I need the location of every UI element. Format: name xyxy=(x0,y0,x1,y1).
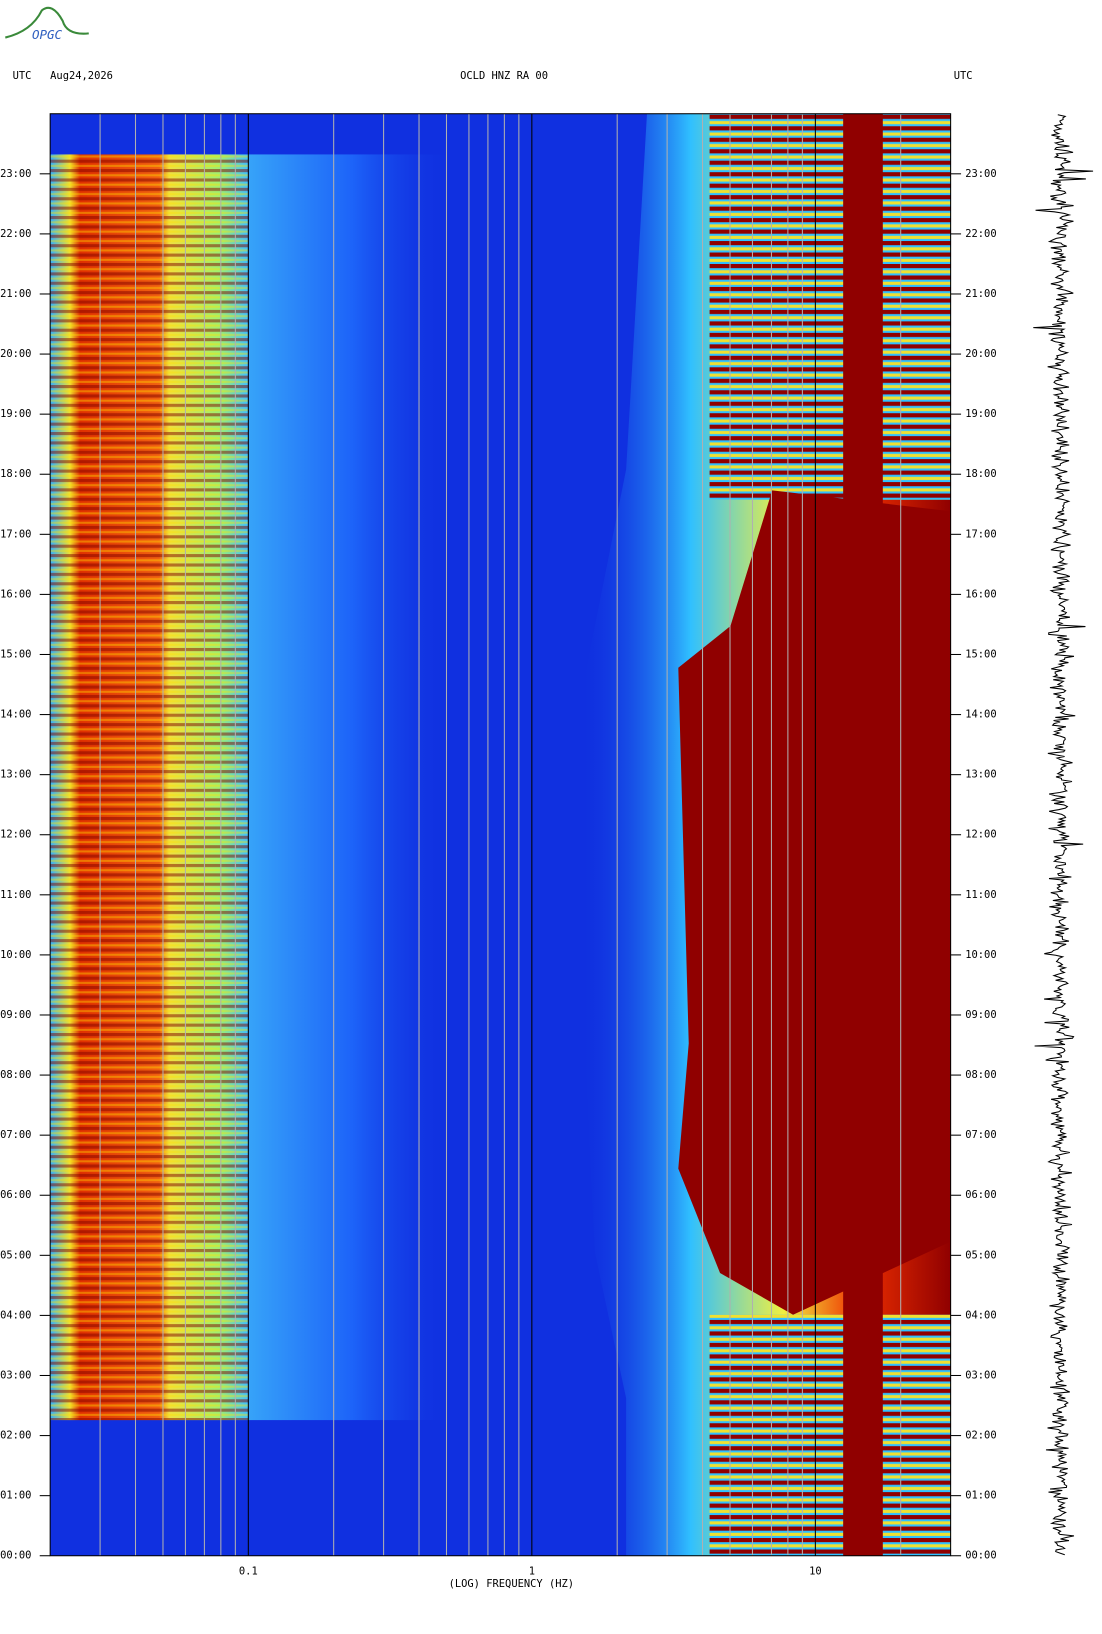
y-tick-label: 05:00 xyxy=(0,1249,31,1261)
axes: 0.1 1 10 00:00 00:00 01:00 01:00 02:00 02:00 03:0… xyxy=(0,113,997,1577)
y-tick-label-right: 10:00 xyxy=(965,949,996,961)
fade xyxy=(248,154,458,1421)
y-tick-label-right: 13:00 xyxy=(965,769,996,781)
y-tick-label-right: 12:00 xyxy=(965,829,996,841)
y-tick-label-right: 17:00 xyxy=(965,528,996,540)
y-tick-label: 16:00 xyxy=(0,588,31,600)
spectrogram xyxy=(50,113,951,1556)
station: OCLD HNZ RA 00 xyxy=(460,70,548,82)
y-tick-label: 21:00 xyxy=(0,288,31,300)
low-band-stripes xyxy=(50,154,249,1421)
y-tick-label: 14:00 xyxy=(0,709,31,721)
y-tick-label-right: 15:00 xyxy=(965,648,996,660)
y-tick-label-right: 02:00 xyxy=(965,1430,996,1442)
y-tick-label: 11:00 xyxy=(0,889,31,901)
y-tick-label-right: 03:00 xyxy=(965,1369,996,1381)
y-tick-label: 23:00 xyxy=(0,168,31,180)
y-tick-label: 13:00 xyxy=(0,769,31,781)
y-tick-label: 02:00 xyxy=(0,1430,31,1442)
y-tick-label: 03:00 xyxy=(0,1369,31,1381)
y-tick-label-right: 08:00 xyxy=(965,1069,996,1081)
x-axis-label: (LOG) FREQUENCY (HZ) xyxy=(449,1578,575,1590)
y-tick-label-right: 16:00 xyxy=(965,588,996,600)
y-tick-label-right: 09:00 xyxy=(965,1009,996,1021)
x-tick-label: 1 xyxy=(529,1565,535,1577)
y-tick-label-right: 11:00 xyxy=(965,889,996,901)
y-tick-label-right: 20:00 xyxy=(965,348,996,360)
x-tick-label: 10 xyxy=(809,1565,822,1577)
y-tick-label-right: 06:00 xyxy=(965,1189,996,1201)
seismogram xyxy=(1033,114,1094,1556)
y-tick-label-right: 04:00 xyxy=(965,1309,996,1321)
saturated-band xyxy=(843,113,883,1556)
y-tick-label-right: 22:00 xyxy=(965,228,996,240)
y-tick-label: 07:00 xyxy=(0,1129,31,1141)
y-tick-label: 12:00 xyxy=(0,829,31,841)
y-tick-label: 10:00 xyxy=(0,949,31,961)
y-tick-label: 15:00 xyxy=(0,648,31,660)
y-tick-label-right: 23:00 xyxy=(965,168,996,180)
y-tick-label-right: 21:00 xyxy=(965,288,996,300)
y-tick-label: 09:00 xyxy=(0,1009,31,1021)
y-tick-label: 04:00 xyxy=(0,1309,31,1321)
y-tick-label: 08:00 xyxy=(0,1069,31,1081)
y-tick-label-right: 01:00 xyxy=(965,1490,996,1502)
y-tick-label-right: 14:00 xyxy=(965,709,996,721)
logo: OPGC xyxy=(5,6,89,42)
y-tick-label: 06:00 xyxy=(0,1189,31,1201)
y-tick-label: 17:00 xyxy=(0,528,31,540)
utc-left: UTC xyxy=(13,70,32,82)
y-tick-label: 22:00 xyxy=(0,228,31,240)
logo-text: OPGC xyxy=(32,27,63,42)
hf-bottom xyxy=(709,1314,951,1556)
utc-right: UTC xyxy=(954,70,973,82)
y-tick-label: 20:00 xyxy=(0,348,31,360)
y-tick-label-right: 05:00 xyxy=(965,1249,996,1261)
date: Aug24,2026 xyxy=(50,70,113,82)
y-tick-label: 00:00 xyxy=(0,1550,31,1562)
y-tick-label-right: 19:00 xyxy=(965,408,996,420)
x-tick-label: 0.1 xyxy=(239,1565,258,1577)
hf-top xyxy=(709,113,951,500)
y-tick-label: 01:00 xyxy=(0,1490,31,1502)
y-tick-label: 18:00 xyxy=(0,468,31,480)
y-tick-label-right: 00:00 xyxy=(965,1550,996,1562)
y-tick-label-right: 07:00 xyxy=(965,1129,996,1141)
grid xyxy=(99,113,902,1556)
y-tick-label: 19:00 xyxy=(0,408,31,420)
y-tick-label-right: 18:00 xyxy=(965,468,996,480)
